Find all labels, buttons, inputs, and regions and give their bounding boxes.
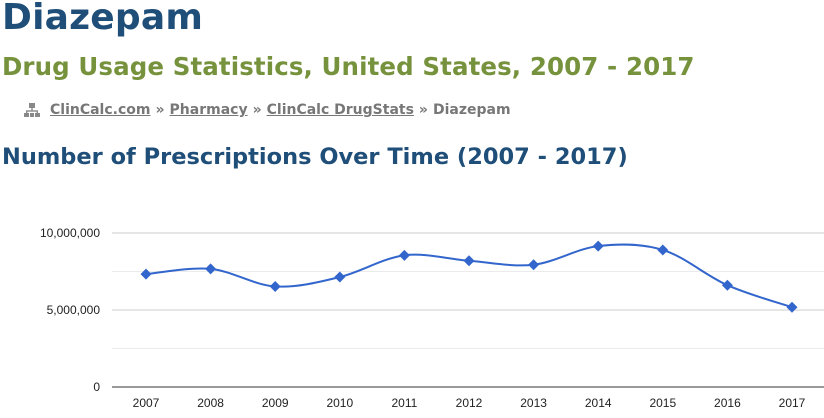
chart-heading: Number of Prescriptions Over Time (2007 … <box>2 144 628 170</box>
data-point-marker <box>398 249 410 261</box>
breadcrumb-link-pharmacy[interactable]: Pharmacy <box>169 102 248 118</box>
page-subtitle: Drug Usage Statistics, United States, 20… <box>2 52 695 81</box>
breadcrumb-separator: » <box>418 102 428 118</box>
x-tick-label: 2015 <box>649 396 676 410</box>
x-tick-label: 2011 <box>391 396 417 410</box>
drug-title: Diazepam <box>2 0 204 38</box>
data-point-marker <box>269 280 281 292</box>
series-line <box>145 243 793 309</box>
y-tick-label: 5,000,000 <box>47 303 101 317</box>
x-tick-label: 2008 <box>197 396 224 410</box>
data-point-marker <box>721 279 733 291</box>
prescriptions-line-chart: 0 5,000,000 10,000,000 2007 2008 2009 2010 2011… <box>40 226 824 410</box>
breadcrumb: ClinCalc.com » Pharmacy » ClinCalc DrugS… <box>24 102 511 118</box>
data-point-marker <box>528 259 540 271</box>
data-point-marker <box>463 255 475 267</box>
data-point-marker <box>592 240 604 252</box>
x-tick-label: 2016 <box>714 396 741 410</box>
x-tick-label: 2009 <box>262 396 289 410</box>
x-tick-label: 2010 <box>326 396 353 410</box>
breadcrumb-separator: » <box>155 102 165 118</box>
data-point-marker <box>334 271 346 283</box>
y-tick-label: 10,000,000 <box>40 226 100 240</box>
breadcrumb-link-drugstats[interactable]: ClinCalc DrugStats <box>266 102 414 118</box>
x-tick-label: 2013 <box>520 396 547 410</box>
breadcrumb-link-clincalc[interactable]: ClinCalc.com <box>50 102 151 118</box>
sitemap-icon <box>24 103 40 117</box>
x-tick-label: 2007 <box>133 396 160 410</box>
x-tick-label: 2014 <box>585 396 612 410</box>
x-tick-label: 2017 <box>779 396 806 410</box>
data-point-marker <box>786 301 798 313</box>
y-tick-label: 0 <box>93 380 100 394</box>
breadcrumb-current: Diazepam <box>432 102 511 118</box>
data-point-marker <box>205 263 217 275</box>
data-point-marker <box>657 244 669 256</box>
breadcrumb-separator: » <box>252 102 262 118</box>
data-point-marker <box>140 268 152 280</box>
x-tick-label: 2012 <box>456 396 483 410</box>
